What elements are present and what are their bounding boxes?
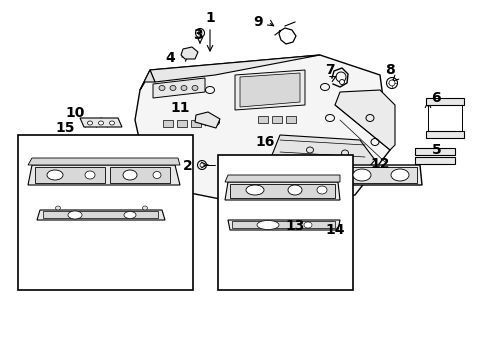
Ellipse shape [123, 170, 137, 180]
Bar [43, 211, 158, 218]
Polygon shape [181, 47, 198, 59]
Ellipse shape [388, 80, 394, 86]
Polygon shape [235, 70, 305, 110]
Text: 9: 9 [253, 15, 262, 29]
Text: 6: 6 [430, 91, 440, 105]
Text: 16: 16 [255, 135, 274, 149]
Bar [343, 167, 416, 183]
Ellipse shape [87, 121, 92, 125]
Ellipse shape [352, 169, 370, 181]
Polygon shape [224, 182, 339, 200]
Text: 12: 12 [369, 157, 389, 171]
Bar [425, 131, 463, 138]
Ellipse shape [327, 235, 332, 240]
Text: 13: 13 [285, 219, 304, 233]
Ellipse shape [181, 86, 186, 90]
Ellipse shape [159, 86, 164, 90]
Ellipse shape [47, 170, 63, 180]
Polygon shape [150, 55, 319, 82]
Text: 10: 10 [65, 106, 84, 120]
Polygon shape [334, 90, 394, 150]
Ellipse shape [124, 212, 136, 219]
Text: 1: 1 [204, 11, 214, 25]
Polygon shape [195, 112, 220, 128]
Text: 11: 11 [170, 101, 189, 115]
Ellipse shape [109, 121, 114, 125]
Ellipse shape [390, 169, 408, 181]
Ellipse shape [200, 163, 203, 167]
Bar [414, 148, 454, 155]
Bar [177, 120, 186, 127]
Bar [231, 221, 334, 228]
Ellipse shape [339, 80, 344, 85]
Bar [18, 135, 193, 290]
Text: 14: 14 [325, 223, 344, 237]
Polygon shape [37, 210, 164, 220]
Text: 8: 8 [385, 63, 394, 77]
Polygon shape [337, 165, 421, 185]
Polygon shape [28, 165, 180, 185]
Text: 5: 5 [431, 143, 441, 157]
Ellipse shape [170, 86, 176, 90]
Text: 3: 3 [193, 28, 203, 42]
Polygon shape [135, 55, 389, 205]
Polygon shape [227, 220, 339, 230]
Text: 4: 4 [165, 51, 175, 65]
Polygon shape [153, 78, 204, 98]
Text: 2: 2 [183, 159, 192, 173]
Polygon shape [28, 158, 180, 165]
Ellipse shape [245, 185, 264, 195]
Bar [425, 98, 463, 105]
Bar [218, 155, 352, 290]
Bar [271, 116, 282, 123]
Bar [414, 157, 454, 164]
Ellipse shape [85, 171, 95, 179]
Bar [191, 120, 201, 127]
Ellipse shape [304, 222, 311, 228]
Text: 15: 15 [55, 121, 75, 135]
Polygon shape [240, 73, 299, 107]
Polygon shape [140, 70, 155, 90]
Ellipse shape [153, 171, 161, 179]
Polygon shape [80, 118, 122, 127]
Ellipse shape [257, 220, 279, 230]
Bar [35, 167, 105, 183]
Ellipse shape [192, 86, 198, 90]
Bar [229, 184, 334, 198]
Ellipse shape [98, 121, 103, 125]
Ellipse shape [68, 211, 82, 219]
Ellipse shape [316, 186, 326, 194]
Bar [110, 167, 170, 183]
Ellipse shape [55, 206, 61, 210]
Polygon shape [269, 135, 374, 177]
Bar [258, 116, 267, 123]
Text: 7: 7 [325, 63, 334, 77]
Bar [285, 116, 295, 123]
Ellipse shape [297, 233, 302, 238]
Bar [163, 120, 173, 127]
Polygon shape [224, 175, 339, 182]
Ellipse shape [142, 206, 147, 210]
Ellipse shape [287, 185, 302, 195]
